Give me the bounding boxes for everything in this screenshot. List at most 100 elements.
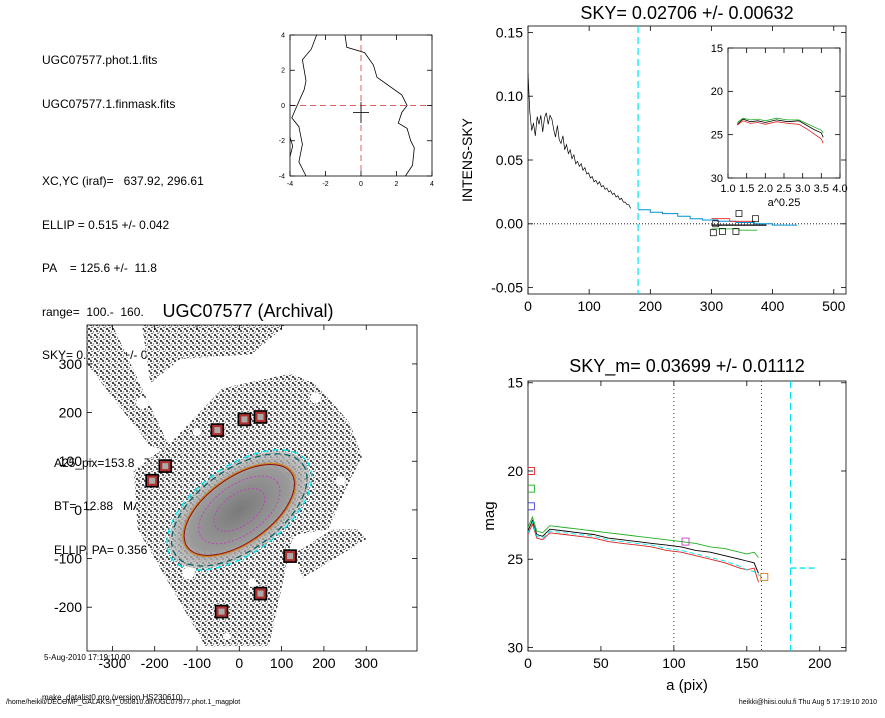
- mask-box-core: [218, 608, 225, 615]
- contour-xtick-label: 0: [359, 181, 363, 188]
- ellipse-magenta-inner: [213, 488, 266, 532]
- image-stripe: [294, 529, 367, 579]
- image-band-nw: [87, 325, 172, 452]
- top-xtick-label: 400: [761, 298, 785, 314]
- masked-star: [192, 427, 202, 437]
- masked-star: [331, 519, 343, 530]
- ellipse-cyan: [166, 449, 313, 571]
- image-xtick-label: -300: [98, 655, 126, 671]
- image-xtick-label: -200: [141, 655, 169, 671]
- ellipse-red: [183, 463, 295, 556]
- masked-star: [247, 578, 257, 588]
- contour-xtick-label: 4: [430, 181, 434, 188]
- info-range: range= 100.- 160.: [42, 304, 144, 319]
- footer-path: /home/heikki/DECOMP_GALAKSIT_050810.dir/…: [6, 699, 240, 706]
- contour-ytick-label: -4: [279, 173, 285, 180]
- contour-left: [291, 34, 317, 177]
- sky-square: [735, 210, 743, 217]
- intens-sky-plot: 0 100 200 300 400 500 0.15 0.10 0.05 0.00 -0.05 SKY…: [459, 3, 847, 314]
- mask-box-core: [257, 413, 264, 420]
- mag-xtick-label: 0: [524, 655, 532, 671]
- inset-xlabel: a^0.25: [768, 197, 801, 209]
- image-title: UGC07577 (Archival): [162, 301, 333, 321]
- inset-ytick-label: 25: [711, 130, 723, 142]
- inset-ytick-label: 15: [711, 43, 723, 55]
- top-xtick-label: 100: [577, 298, 601, 314]
- mask-box-core: [149, 477, 156, 484]
- info-file-phot: UGC07577.phot.1.fits: [42, 53, 158, 67]
- galaxy-image-plot: -300 -200 -100 0 100 200 300 300 200 100 0 -100 -200…: [54, 301, 418, 671]
- mask-box-core: [257, 590, 264, 597]
- info-pa: PA = 125.6 +/- 11.8: [42, 261, 157, 275]
- mag-xtick-label: 150: [735, 655, 759, 671]
- image-ytick-label: 0: [74, 502, 82, 518]
- footer-stamp: heikki@hiisi.oulu.fi Thu Aug 5 17:19:10 …: [739, 699, 877, 706]
- ellipse-magenta: [198, 475, 281, 545]
- contour-xtick-label: 2: [395, 181, 399, 188]
- mask-box-core: [241, 416, 248, 423]
- inset-ytick-label: 30: [711, 173, 723, 185]
- mag-title: SKY_m= 0.03699 +/- 0.01112: [569, 356, 805, 377]
- mag-square: [528, 502, 535, 511]
- image-ytick-label: -200: [54, 599, 82, 615]
- image-xtick-label: 200: [312, 655, 336, 671]
- mag-ytick-label: 15: [507, 375, 523, 391]
- top-ytick-label: -0.05: [491, 280, 523, 296]
- masked-star: [223, 632, 231, 641]
- info-version: make_datalist0.pro (version HS230610): [42, 693, 183, 702]
- image-xtick-label: 100: [270, 655, 294, 671]
- mag-xtick-label: 200: [808, 655, 832, 671]
- mag-series-red: [528, 522, 759, 583]
- top-ylabel: INTENS-SKY: [459, 117, 475, 202]
- mask-box-core: [287, 553, 294, 560]
- info-ellip: ELLIP = 0.515 +/- 0.042: [42, 217, 170, 232]
- top-ytick-label: 0.00: [496, 216, 523, 232]
- top-xtick-label: 500: [822, 298, 846, 314]
- mag-ytick-label: 30: [507, 639, 523, 655]
- top-ytick-label: 0.10: [496, 88, 523, 104]
- sky-green: [711, 228, 758, 231]
- inset-ytick-label: 20: [711, 86, 723, 98]
- masked-star: [182, 567, 195, 580]
- contour-ytick-label: 4: [281, 32, 285, 39]
- inset-xtick-label: 2.5: [776, 183, 791, 195]
- contour-ytick-label: 2: [281, 68, 285, 75]
- mask-box-core: [162, 463, 169, 470]
- ellipse-dark: [171, 453, 308, 567]
- contour-xtick-label: -4: [287, 181, 293, 188]
- info-file-mask: UGC07577.1.finmask.fits: [42, 96, 176, 111]
- mag-series-green: [528, 515, 759, 558]
- sky-square: [752, 215, 759, 223]
- info-center: XC,YC (iraf)= 637.92, 296.61: [42, 174, 204, 188]
- mag-series-black: [528, 519, 759, 574]
- masked-star: [336, 475, 346, 486]
- mag-square: [528, 484, 535, 493]
- top-title: SKY= 0.02706 +/- 0.00632: [580, 3, 793, 23]
- image-ytick-label: 200: [59, 404, 83, 420]
- inset-bg: [728, 48, 840, 178]
- inset-plot: 1.0 1.5 2.0 2.5 3.0 3.5 4.0 15 20 25 30 a^0.25: [711, 43, 848, 209]
- mask-box-core: [214, 427, 221, 434]
- image-data: [87, 325, 367, 647]
- mag-square: [681, 537, 690, 546]
- inset-xtick-label: 1.5: [739, 183, 754, 195]
- sky-square: [732, 228, 740, 235]
- inset-xtick-label: 3.5: [814, 183, 829, 195]
- mag-frame: [527, 380, 847, 652]
- top-data: [528, 26, 846, 294]
- sky-red: [711, 218, 755, 222]
- image-xtick-label: 0: [235, 655, 243, 671]
- top-xtick-label: 200: [639, 298, 663, 314]
- mag-xtick-label: 100: [662, 655, 686, 671]
- inset-xtick-label: 3.0: [795, 183, 810, 195]
- mag-ytick-label: 25: [507, 551, 523, 567]
- inset-xtick-label: 4.0: [832, 183, 847, 195]
- mag-series-cyan: [528, 520, 762, 578]
- mag-square: [760, 572, 769, 581]
- inset-series-green: [737, 117, 824, 134]
- masked-star: [124, 432, 135, 442]
- mag-xtick-label: 50: [593, 655, 609, 671]
- info-date: 5-Aug-2010 17:19:10.00: [44, 653, 131, 662]
- magnitude-plot: 0 50 100 150 200 15 20 25 30 SKY_m= 0.03699 +/- 0…: [481, 356, 847, 694]
